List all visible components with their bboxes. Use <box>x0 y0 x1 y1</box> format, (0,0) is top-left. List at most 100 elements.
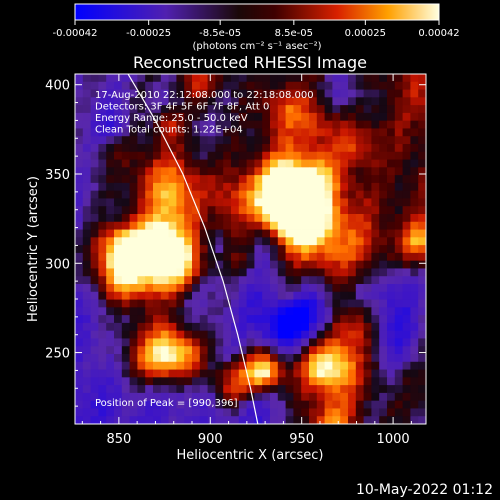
heatmap-cell <box>215 159 224 168</box>
heatmap-cell <box>348 89 357 98</box>
heatmap-cell <box>184 221 193 230</box>
heatmap-cell <box>277 385 286 394</box>
heatmap-cell <box>410 322 419 332</box>
heatmap-cell <box>293 252 302 262</box>
heatmap-cell <box>387 190 396 199</box>
heatmap-cell <box>184 315 193 324</box>
heatmap-cell <box>254 369 263 378</box>
heatmap-cell <box>379 167 388 176</box>
heatmap-cell <box>340 315 349 324</box>
heatmap-cell <box>418 167 426 176</box>
heatmap-cell <box>215 112 224 122</box>
heatmap-cell <box>254 354 263 363</box>
heatmap-cell <box>82 322 91 332</box>
heatmap-cell <box>418 385 426 394</box>
heatmap-cell <box>106 291 115 300</box>
heatmap-cell <box>394 330 403 339</box>
heatmap-cell <box>277 338 286 347</box>
heatmap-cell <box>332 416 341 424</box>
heatmap-cell <box>176 182 185 192</box>
heatmap-cell <box>90 175 99 184</box>
heatmap-cell <box>90 128 99 137</box>
heatmap-cell <box>324 190 333 199</box>
heatmap-cell <box>355 221 364 230</box>
heatmap-cell <box>82 268 91 277</box>
heatmap-cell <box>332 354 341 363</box>
heatmap-cell <box>168 245 177 254</box>
heatmap-cell <box>176 206 185 215</box>
colorbar-unit-label: (photons cm⁻² s⁻¹ asec⁻²) <box>192 41 321 52</box>
heatmap-cell <box>231 284 240 293</box>
heatmap-cell <box>340 182 349 192</box>
heatmap-cell <box>355 245 364 254</box>
heatmap-cell <box>246 377 255 386</box>
heatmap-cell <box>207 291 216 300</box>
heatmap-cell <box>285 260 294 269</box>
annotation-line: 17-Aug-2010 22:12:08.000 to 22:18:08.000 <box>95 90 314 101</box>
heatmap-cell <box>160 392 169 402</box>
heatmap-cell <box>121 338 130 347</box>
heatmap-cell <box>293 346 302 355</box>
heatmap-cell <box>418 89 426 98</box>
heatmap-cell <box>293 315 302 324</box>
heatmap-cell <box>254 299 263 308</box>
heatmap-cell <box>270 190 279 199</box>
heatmap-cell <box>231 159 240 168</box>
heatmap-cell <box>106 252 115 262</box>
heatmap-cell <box>285 198 294 207</box>
heatmap-cell <box>192 74 201 83</box>
heatmap-cell <box>355 369 364 378</box>
heatmap-cell <box>238 260 247 269</box>
heatmap-cell <box>309 128 318 137</box>
heatmap-cell <box>254 315 263 324</box>
heatmap-cell <box>82 112 91 122</box>
heatmap-cell <box>176 136 185 145</box>
heatmap-cell <box>379 175 388 184</box>
heatmap-cell <box>402 182 411 192</box>
heatmap-cell <box>231 400 240 409</box>
heatmap-cell <box>402 268 411 277</box>
heatmap-cell <box>90 260 99 269</box>
heatmap-cell <box>184 400 193 409</box>
heatmap-cell <box>324 252 333 262</box>
heatmap-cell <box>160 291 169 300</box>
heatmap-cell <box>199 151 208 160</box>
heatmap-cell <box>348 307 357 316</box>
heatmap-cell <box>394 214 403 223</box>
heatmap-cell <box>348 408 357 417</box>
heatmap-cell <box>293 81 302 90</box>
heatmap-cell <box>121 377 130 386</box>
heatmap-cell <box>301 97 310 106</box>
heatmap-cell <box>90 354 99 363</box>
heatmap-cell <box>332 105 341 114</box>
heatmap-cell <box>379 221 388 230</box>
heatmap-cell <box>324 322 333 332</box>
heatmap-cell <box>90 221 99 230</box>
heatmap-cell <box>176 128 185 137</box>
heatmap-cell <box>75 361 84 370</box>
heatmap-cell <box>98 307 107 316</box>
heatmap-cell <box>231 136 240 145</box>
heatmap-cell <box>207 284 216 293</box>
heatmap-cell <box>285 159 294 168</box>
heatmap-cell <box>285 408 294 417</box>
heatmap-cell <box>82 416 91 424</box>
heatmap-cell <box>215 361 224 370</box>
heatmap-cell <box>90 144 99 153</box>
heatmap-cell <box>153 151 162 160</box>
heatmap-cell <box>129 400 138 409</box>
heatmap-cell <box>394 346 403 355</box>
heatmap-cell <box>98 151 107 160</box>
heatmap-cell <box>410 229 419 238</box>
heatmap-cell <box>199 97 208 106</box>
heatmap-cell <box>223 276 232 285</box>
heatmap-cell <box>231 377 240 386</box>
heatmap-cell <box>192 322 201 332</box>
heatmap-cell <box>363 198 372 207</box>
heatmap-cell <box>309 159 318 168</box>
heatmap-cell <box>363 346 372 355</box>
heatmap-cell <box>301 105 310 114</box>
heatmap-cell <box>340 97 349 106</box>
heatmap-cell <box>82 354 91 363</box>
heatmap-cell <box>129 136 138 145</box>
